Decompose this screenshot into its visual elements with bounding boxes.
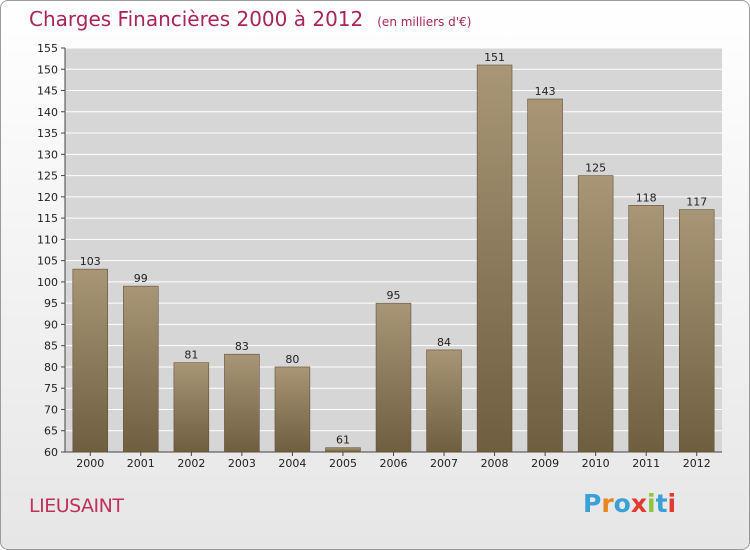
data-label: 81 bbox=[184, 349, 198, 362]
x-tick-label: 2005 bbox=[329, 457, 357, 470]
x-tick-label: 2006 bbox=[380, 457, 408, 470]
logo-letter: P bbox=[583, 489, 602, 518]
bar[interactable] bbox=[72, 268, 109, 453]
proxiti-logo[interactable]: Proxiti bbox=[583, 489, 676, 518]
chart-title-text: Charges Financières 2000 à 2012 bbox=[29, 7, 364, 31]
y-tick-label: 150 bbox=[37, 63, 58, 76]
data-label: 118 bbox=[636, 191, 657, 204]
data-label: 84 bbox=[437, 336, 451, 349]
y-tick-label: 120 bbox=[37, 191, 58, 204]
data-label: 80 bbox=[285, 353, 299, 366]
bar[interactable] bbox=[476, 64, 513, 453]
data-label: 95 bbox=[387, 289, 401, 302]
chart-subtitle: (en milliers d'€) bbox=[377, 15, 472, 29]
bar[interactable] bbox=[325, 447, 361, 453]
bar[interactable] bbox=[173, 362, 210, 453]
y-tick-label: 85 bbox=[44, 340, 58, 353]
bar[interactable] bbox=[678, 209, 715, 453]
y-tick-label: 130 bbox=[37, 148, 58, 161]
y-tick-label: 105 bbox=[37, 255, 58, 268]
data-label: 61 bbox=[336, 434, 350, 447]
data-label: 117 bbox=[686, 196, 707, 209]
y-tick-label: 90 bbox=[44, 318, 58, 331]
y-tick-label: 135 bbox=[37, 127, 58, 140]
x-tick-label: 2008 bbox=[481, 457, 509, 470]
logo-letter: r bbox=[601, 489, 614, 518]
data-label: 103 bbox=[80, 255, 101, 268]
bar[interactable] bbox=[274, 366, 311, 453]
data-label: 143 bbox=[535, 85, 556, 98]
y-tick-label: 95 bbox=[44, 297, 58, 310]
y-tick-label: 100 bbox=[37, 276, 58, 289]
x-tick-label: 2004 bbox=[278, 457, 306, 470]
x-tick-label: 2012 bbox=[683, 457, 711, 470]
y-tick-label: 140 bbox=[37, 106, 58, 119]
y-tick-label: 155 bbox=[37, 42, 58, 55]
y-tick-label: 70 bbox=[44, 403, 58, 416]
y-tick-label: 110 bbox=[37, 233, 58, 246]
logo-letter: x bbox=[630, 489, 647, 518]
data-label: 83 bbox=[235, 340, 249, 353]
y-tick-label: 65 bbox=[44, 425, 58, 438]
x-tick-label: 2000 bbox=[76, 457, 104, 470]
bar[interactable] bbox=[577, 175, 614, 453]
y-tick-label: 80 bbox=[44, 361, 58, 374]
bar[interactable] bbox=[375, 302, 412, 453]
x-tick-label: 2011 bbox=[632, 457, 660, 470]
y-tick-label: 125 bbox=[37, 170, 58, 183]
bar[interactable] bbox=[628, 205, 664, 453]
data-label: 151 bbox=[484, 51, 505, 64]
y-tick-label: 115 bbox=[37, 212, 58, 225]
chart-title: Charges Financières 2000 à 2012 (en milli… bbox=[29, 7, 471, 31]
x-tick-label: 2007 bbox=[430, 457, 458, 470]
x-tick-label: 2002 bbox=[177, 457, 205, 470]
x-tick-label: 2010 bbox=[582, 457, 610, 470]
y-tick-label: 75 bbox=[44, 382, 58, 395]
x-tick-label: 2001 bbox=[127, 457, 155, 470]
logo-letter: o bbox=[613, 489, 631, 518]
bar[interactable] bbox=[224, 353, 260, 453]
bar[interactable] bbox=[527, 98, 563, 453]
bar[interactable] bbox=[123, 285, 159, 453]
x-tick-label: 2009 bbox=[531, 457, 559, 470]
x-tick-label: 2003 bbox=[228, 457, 256, 470]
bar[interactable] bbox=[426, 349, 462, 453]
y-tick-label: 145 bbox=[37, 85, 58, 98]
place-name: LIEUSAINT bbox=[29, 495, 124, 517]
data-label: 125 bbox=[585, 162, 606, 175]
logo-letter: i bbox=[667, 489, 677, 518]
data-label: 99 bbox=[134, 272, 148, 285]
y-tick-label: 60 bbox=[44, 446, 58, 459]
logo-letter: t bbox=[655, 489, 668, 518]
logo-letter: i bbox=[647, 489, 656, 518]
